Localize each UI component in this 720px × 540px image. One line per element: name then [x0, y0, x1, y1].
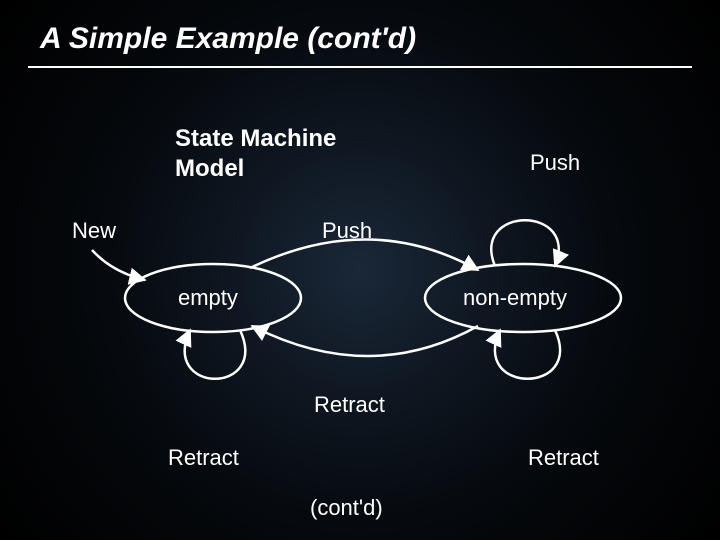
edge-push-top [250, 239, 478, 270]
edge-retract-mid [252, 326, 478, 356]
edge-push-self [491, 220, 558, 266]
state-diagram [0, 0, 720, 540]
state-non-empty [425, 264, 621, 332]
state-empty [125, 264, 301, 332]
edge-retract-self-empty [185, 330, 245, 379]
edge-retract-self-non [495, 330, 560, 379]
slide: A Simple Example (cont'd) State Machine … [0, 0, 720, 540]
edge-new [92, 250, 145, 280]
